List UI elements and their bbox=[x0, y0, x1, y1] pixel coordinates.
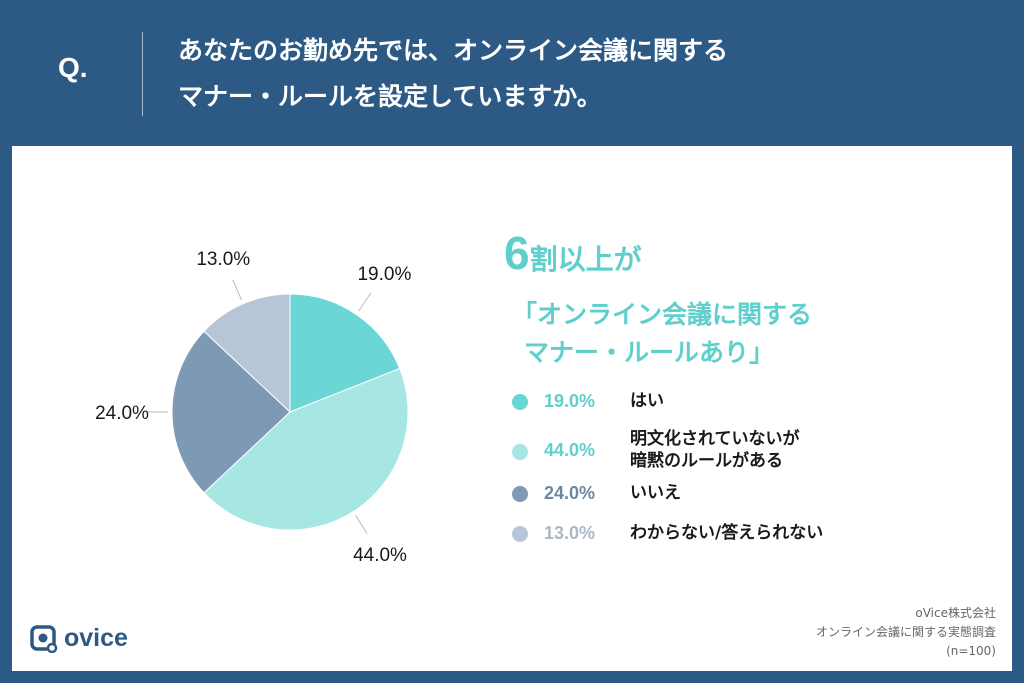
legend-swatch bbox=[512, 394, 528, 410]
headline-line-3: マナー・ルールあり」 bbox=[524, 338, 775, 367]
legend-percent: 44.0% bbox=[544, 440, 596, 460]
legend-percent: 13.0% bbox=[544, 523, 596, 543]
pie-slice-1 bbox=[289, 293, 401, 413]
leader-line-1 bbox=[358, 292, 372, 312]
legend-label-line: 明文化されていないが bbox=[630, 429, 800, 449]
legend-label-line: はい bbox=[630, 391, 664, 411]
header-divider bbox=[142, 32, 143, 116]
pie-value-label-2: 44.0% bbox=[353, 545, 407, 566]
legend-percent: 24.0% bbox=[544, 483, 596, 503]
pie-slice-4 bbox=[203, 293, 291, 414]
pie-value-label-4: 13.0% bbox=[196, 249, 250, 270]
source-note: oVice株式会社 オンライン会議に関する実態調査 (n=100) bbox=[816, 604, 996, 661]
legend-swatch bbox=[512, 444, 528, 460]
headline-rest: 割以上が bbox=[529, 243, 642, 276]
legend-label-line: いいえ bbox=[630, 483, 681, 503]
legend-percent: 19.0% bbox=[544, 391, 596, 411]
leader-line-4 bbox=[232, 279, 243, 301]
legend-label-line: 暗黙のルールがある bbox=[630, 451, 783, 471]
legend-swatch bbox=[512, 526, 528, 542]
legend-label: 明文化されていないが 暗黙のルールがある bbox=[630, 428, 800, 472]
headline: 6割以上が bbox=[504, 226, 642, 280]
pie-slice-2 bbox=[203, 367, 409, 531]
legend-label: わからない/答えられない bbox=[630, 522, 823, 544]
headline-number: 6 bbox=[504, 227, 530, 279]
headline-subtitle: 「オンライン会議に関する マナー・ルールあり」 bbox=[512, 296, 812, 372]
question-line-1: あなたのお勤め先では、オンライン会議に関する bbox=[178, 36, 729, 65]
source-line-2: オンライン会議に関する実態調査 bbox=[815, 625, 996, 639]
source-line-3: (n=100) bbox=[946, 644, 996, 658]
source-line-1: oVice株式会社 bbox=[915, 606, 996, 620]
pie-value-label-3: 24.0% bbox=[95, 403, 149, 424]
question-header: Q. あなたのお勤め先では、オンライン会議に関する マナー・ルールを設定していま… bbox=[0, 0, 1024, 145]
question-label: Q. bbox=[58, 52, 88, 83]
legend-swatch bbox=[512, 486, 528, 502]
pie-value-label-1: 19.0% bbox=[357, 264, 411, 285]
ovice-logo-icon bbox=[30, 625, 58, 653]
headline-line-2: 「オンライン会議に関する bbox=[512, 300, 813, 329]
leader-line-2 bbox=[354, 514, 368, 534]
pie-slice-3 bbox=[171, 330, 291, 494]
legend-label: はい bbox=[630, 390, 664, 412]
question-text: あなたのお勤め先では、オンライン会議に関する マナー・ルールを設定していますか。 bbox=[178, 28, 728, 120]
legend-label: いいえ bbox=[630, 482, 681, 504]
logo-text: ovice bbox=[64, 624, 128, 652]
legend-label-line: わからない/答えられない bbox=[630, 523, 824, 543]
question-line-2: マナー・ルールを設定していますか。 bbox=[178, 82, 602, 111]
